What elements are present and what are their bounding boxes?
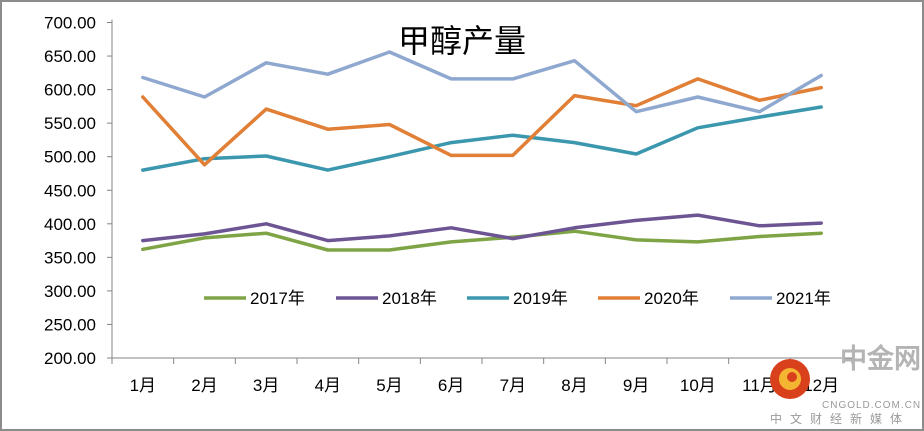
y-tick-label: 700.00 — [44, 14, 96, 33]
watermark-brand: 中金网 — [840, 343, 921, 375]
legend-item: 2020年 — [598, 289, 699, 308]
legend-item: 2021年 — [730, 289, 831, 308]
watermark-tagline: 中文财经新媒体 — [770, 411, 910, 426]
legend-label: 2019年 — [513, 289, 568, 308]
x-tick-label: 6月 — [438, 376, 464, 395]
legend-item: 2019年 — [467, 289, 568, 308]
x-tick-label: 4月 — [315, 376, 341, 395]
x-tick-label: 12月 — [803, 376, 839, 395]
y-tick-label: 400.00 — [44, 215, 96, 234]
y-tick-label: 300.00 — [44, 282, 96, 301]
legend-label: 2017年 — [250, 289, 305, 308]
y-tick-label: 350.00 — [44, 248, 96, 267]
x-tick-label: 8月 — [561, 376, 587, 395]
chart-title: 甲醇产量 — [398, 22, 526, 60]
legend-label: 2018年 — [382, 289, 437, 308]
x-tick-label: 11月 — [742, 376, 777, 395]
y-tick-label: 650.00 — [44, 47, 96, 66]
y-tick-label: 250.00 — [44, 315, 96, 334]
x-tick-label: 7月 — [500, 376, 526, 395]
y-tick-label: 550.00 — [44, 114, 96, 133]
legend-label: 2021年 — [776, 289, 831, 308]
y-tick-label: 200.00 — [44, 349, 96, 368]
x-tick-label: 2月 — [191, 376, 217, 395]
y-tick-label: 500.00 — [44, 148, 96, 167]
watermark-domain: CNGOLD.COM.CN — [822, 400, 921, 411]
legend-item: 2017年 — [204, 289, 305, 308]
x-tick-label: 5月 — [376, 376, 402, 395]
series-line-2019 — [141, 105, 823, 172]
y-tick-label: 450.00 — [44, 181, 96, 200]
series-line-2018 — [141, 213, 823, 243]
legend-item: 2018年 — [336, 289, 437, 308]
x-tick-label: 10月 — [680, 376, 716, 395]
series-line-2020 — [141, 77, 823, 167]
x-tick-label: 1月 — [130, 376, 156, 395]
legend-label: 2020年 — [644, 289, 699, 308]
series-line-2017 — [141, 229, 823, 252]
x-tick-label: 9月 — [623, 376, 649, 395]
y-tick-label: 600.00 — [44, 81, 96, 100]
x-tick-label: 3月 — [253, 376, 279, 395]
watermark: 中金网 CNGOLD.COM.CN 中文财经新媒体 — [770, 343, 921, 426]
series-line-2021 — [141, 50, 823, 114]
